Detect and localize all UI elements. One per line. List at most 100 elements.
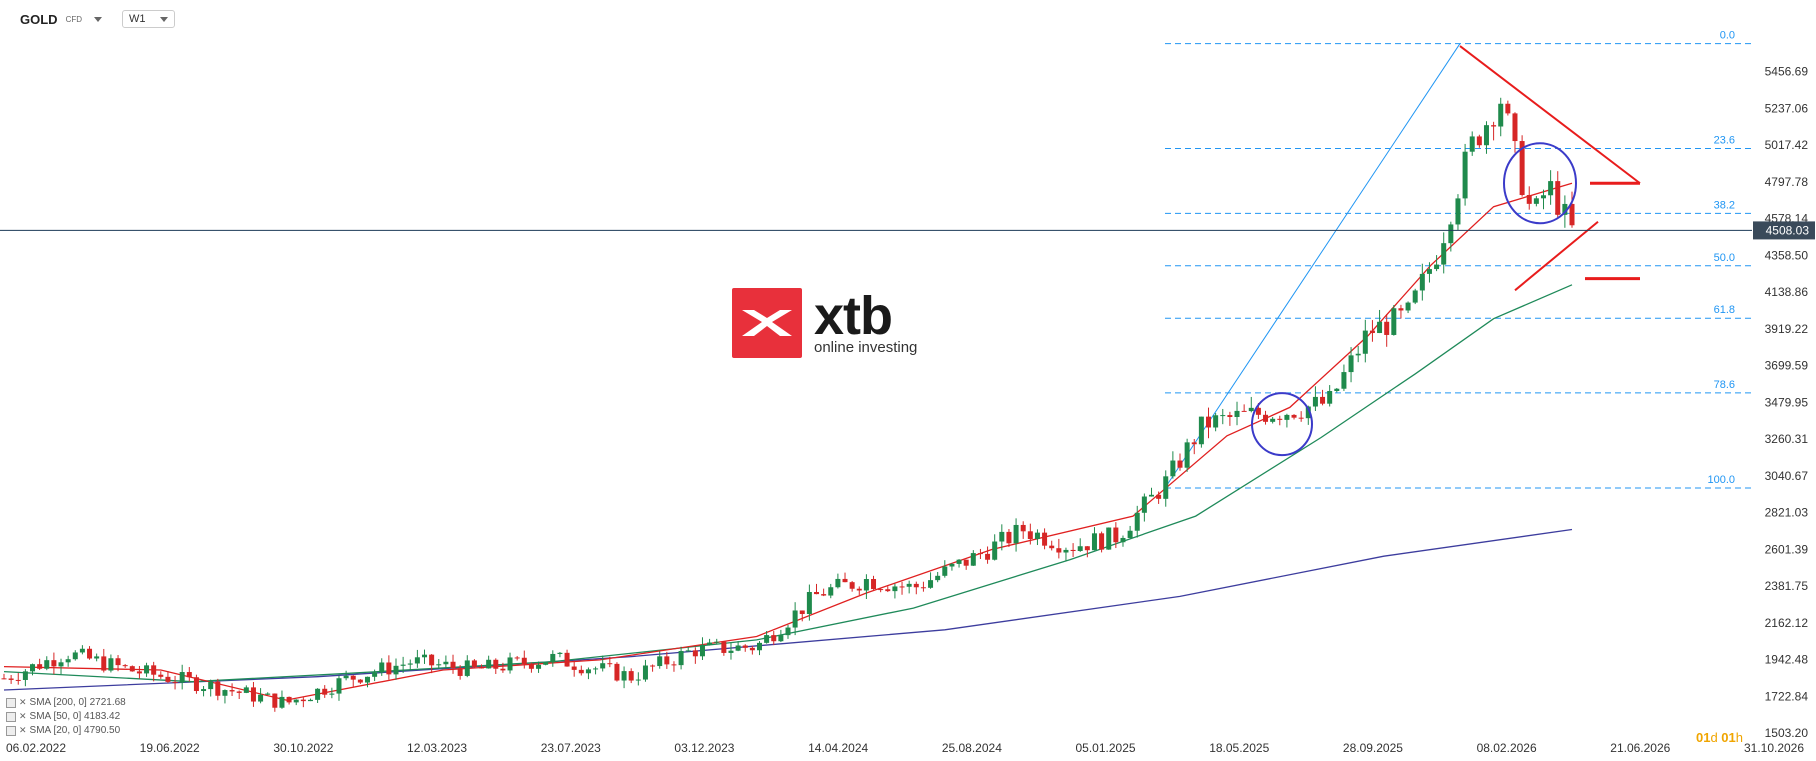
candle-body [87,648,93,659]
symbol-selector[interactable]: GOLD CFD [20,12,103,27]
candle-body [108,658,114,671]
candle-body [1341,372,1347,389]
candlesticks [1,97,1575,712]
x-tick-label: 31.10.2026 [1744,741,1804,755]
candle-body [1384,321,1390,335]
legend-label: SMA [200, 0] 2721.68 [29,697,126,708]
y-tick-label: 5237.06 [1765,101,1809,115]
candle-body [1213,415,1219,428]
y-tick-label: 3040.67 [1765,469,1809,483]
candle-body [58,662,64,667]
candle-body [115,658,121,666]
candle-body [315,688,321,700]
candle-body [735,645,741,651]
candle-body [1533,198,1539,204]
candle-body [585,669,591,674]
legend-label: SMA [20, 0] 4790.50 [29,725,121,736]
current-price-label: 4508.03 [1766,223,1810,237]
candle-body [1412,290,1418,303]
candle-body [977,553,983,555]
candle-body [1013,524,1019,544]
candle-body [928,580,934,588]
candle-body [892,586,898,592]
candle-body [1106,527,1112,550]
candle-body [229,690,235,692]
candle-body [1369,330,1375,334]
candle-body [215,681,221,696]
candle-body [1491,125,1497,127]
candle-body [1327,390,1333,404]
candle-body [1134,512,1140,531]
candle-body [557,652,563,654]
y-tick-label: 3479.95 [1765,395,1809,409]
candle-body [571,666,577,670]
candle-body [742,645,748,648]
candle-body [500,668,506,671]
candle-body [1398,308,1404,311]
y-tick-label: 2162.12 [1765,616,1809,630]
x-tick-label: 12.03.2023 [407,741,467,755]
candle-body [1206,416,1212,428]
sma-200-line [3,528,1573,691]
candle-body [1184,442,1190,468]
candle-body [1027,531,1033,539]
candle-body [1355,353,1361,356]
candle-body [493,659,499,669]
timeframe-selector[interactable]: W1 [122,10,175,28]
fib-level-label: 100.0 [1707,474,1735,486]
candle-body [30,664,36,672]
candle-body [1448,224,1454,244]
candle-body [942,566,948,576]
candle-body [721,641,727,653]
close-icon[interactable]: ✕ [19,725,27,735]
candle-body [1505,103,1511,114]
sma-50-line [3,284,1573,683]
candle-body [1348,355,1354,373]
candle-body [1426,269,1432,274]
y-tick-label: 1503.20 [1765,726,1809,740]
candle-body [842,578,848,583]
candle-body [600,663,606,669]
candle-body [8,678,14,680]
candle-body [906,583,912,587]
current-price-badge [1753,221,1815,240]
candle-body [799,610,805,615]
y-tick-label: 2821.03 [1765,506,1809,520]
candle-body [849,582,855,589]
candle-body [664,656,670,665]
fib-level-label: 61.8 [1714,304,1735,316]
chevron-down-icon [94,17,103,22]
candle-body [372,672,378,677]
candle-body [1042,532,1048,546]
candle-body [400,664,406,666]
close-icon[interactable]: ✕ [19,697,27,707]
candle-body [992,541,998,560]
candle-body [671,664,677,666]
candle-body [1170,460,1176,477]
x-tick-label: 25.08.2024 [942,741,1002,755]
candle-body [1526,194,1532,204]
y-tick-label: 5456.69 [1765,65,1809,79]
candle-body [1063,549,1069,553]
candle-body [1120,537,1126,543]
candle-body [628,671,634,681]
legend-sma-50[interactable]: ✕ SMA [50, 0] 4183.42 [6,711,120,722]
legend-sma-200[interactable]: ✕ SMA [200, 0] 2721.68 [6,697,126,708]
candle-body [436,664,442,666]
candle-body [913,583,919,588]
candle-body [486,659,492,669]
candle-body [1091,533,1097,551]
legend-label: SMA [50, 0] 4183.42 [29,711,121,722]
legend-sma-20[interactable]: ✕ SMA [20, 0] 4790.50 [6,725,120,736]
candle-body [243,687,249,693]
candle-body [286,696,292,703]
candle-body [764,635,770,643]
candle-body [699,644,705,657]
close-icon[interactable]: ✕ [19,711,27,721]
candle-body [336,678,342,694]
highlight-circle [1251,392,1313,457]
candle-body [165,676,171,682]
candle-body [785,627,791,636]
candle-body [1483,125,1489,146]
